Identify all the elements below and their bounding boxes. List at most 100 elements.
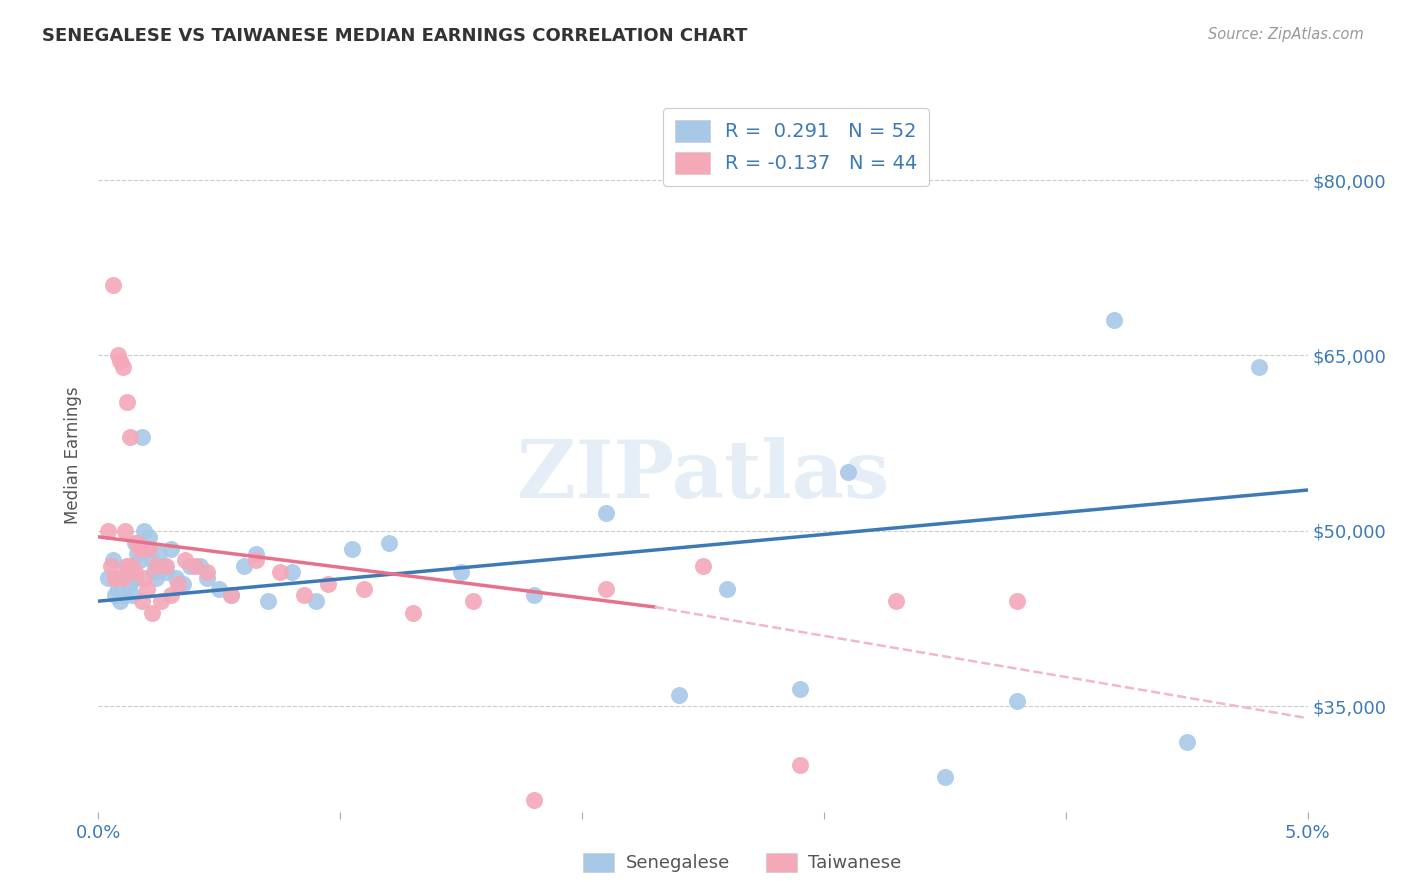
Point [281,565,304,579]
Point [692,559,714,574]
Point [107,349,129,363]
Point [127,547,149,561]
Point [108,354,131,368]
Point [155,559,177,574]
Point [245,553,267,567]
Point [837,466,859,480]
Point [1249,360,1271,375]
Point [101,278,124,293]
Text: Senegalese: Senegalese [626,854,730,871]
Point [111,571,134,585]
Point [1175,734,1198,748]
Point [668,688,690,702]
Point [108,594,131,608]
Point [292,588,315,602]
Point [353,582,375,597]
Point [114,524,136,538]
Point [316,576,339,591]
Point [121,588,143,602]
Point [160,588,183,602]
Point [1102,313,1125,327]
Point [124,565,146,579]
Point [117,559,139,574]
Point [150,594,173,608]
Point [118,576,141,591]
Point [141,553,163,567]
Point [245,547,267,561]
Point [111,360,134,375]
Point [789,758,811,772]
Point [104,571,127,585]
Point [117,395,139,409]
Point [114,588,136,602]
Point [886,594,908,608]
Point [135,582,157,597]
Point [195,571,218,585]
Point [101,553,124,567]
Point [1007,594,1029,608]
Point [141,606,163,620]
Point [716,582,738,597]
Point [97,524,120,538]
Point [104,588,127,602]
Point [232,559,254,574]
Point [104,571,127,585]
Point [138,530,160,544]
Point [184,559,207,574]
Point [121,559,143,574]
Text: SENEGALESE VS TAIWANESE MEDIAN EARNINGS CORRELATION CHART: SENEGALESE VS TAIWANESE MEDIAN EARNINGS … [42,27,748,45]
Point [463,594,485,608]
Point [450,565,472,579]
Point [377,535,399,549]
Point [138,541,160,556]
Point [131,594,153,608]
Point [160,541,183,556]
Point [208,582,231,597]
Point [1007,693,1029,707]
Point [134,571,156,585]
Point [148,547,170,561]
Point [595,507,617,521]
Point [145,559,167,574]
Point [107,582,129,597]
Point [523,793,546,807]
Point [402,606,425,620]
Point [221,588,243,602]
Point [789,681,811,696]
Legend: R =  0.291   N = 52, R = -0.137   N = 44: R = 0.291 N = 52, R = -0.137 N = 44 [662,108,929,186]
Point [128,541,150,556]
Point [523,588,546,602]
Text: ZIPatlas: ZIPatlas [517,437,889,516]
Point [174,553,197,567]
Point [135,541,157,556]
Point [152,559,174,574]
Point [195,565,218,579]
Y-axis label: Median Earnings: Median Earnings [65,386,83,524]
Point [100,559,122,574]
Point [131,430,153,444]
Point [305,594,328,608]
Point [117,565,139,579]
Point [127,535,149,549]
Point [134,524,156,538]
Point [179,559,201,574]
Point [111,571,134,585]
Point [97,571,120,585]
Point [595,582,617,597]
Point [167,576,190,591]
Point [143,565,166,579]
Point [124,535,146,549]
Point [155,565,177,579]
Point [342,541,364,556]
Point [145,571,167,585]
Point [221,588,243,602]
Text: Taiwanese: Taiwanese [808,854,901,871]
Point [117,559,139,574]
Point [118,430,141,444]
Point [124,571,146,585]
Text: Source: ZipAtlas.com: Source: ZipAtlas.com [1208,27,1364,42]
Point [269,565,291,579]
Point [256,594,278,608]
Point [128,553,150,567]
Point [172,576,194,591]
